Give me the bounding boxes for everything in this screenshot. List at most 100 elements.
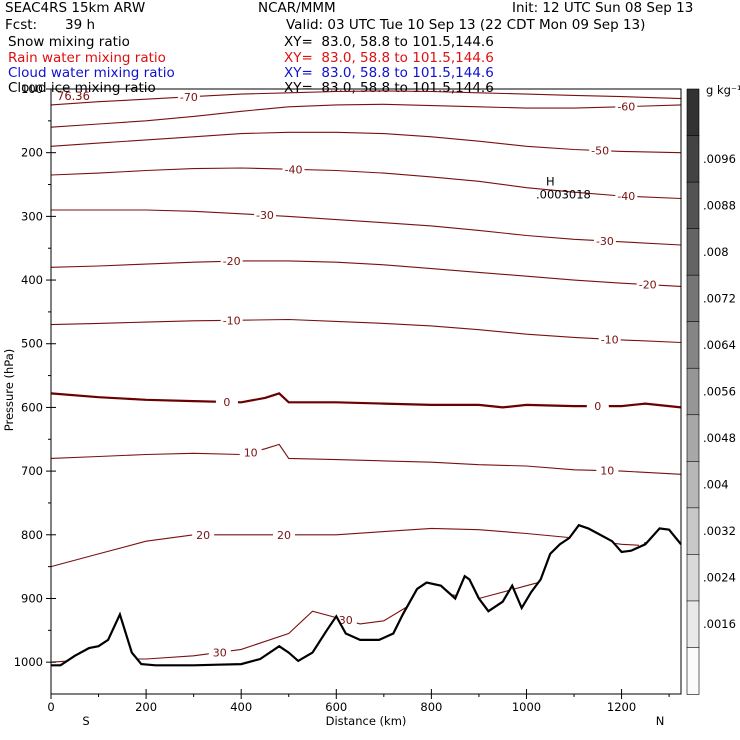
contour-label-bg	[282, 162, 305, 176]
contour-label-bg	[596, 463, 619, 477]
contour-label-bg	[239, 445, 262, 459]
terrain-line	[51, 523, 682, 667]
model-name: SEAC4RS 15km ARW	[5, 0, 146, 16]
x-tick-label: 400	[230, 700, 252, 714]
contour-label: 0	[223, 396, 230, 409]
colorbar-unit: g kg⁻¹	[706, 83, 740, 97]
y-tick-label: 600	[21, 400, 43, 414]
colorbar-tick-label: .008	[703, 245, 729, 259]
colorbar-segment	[686, 181, 700, 230]
y-tick-label: 1000	[14, 655, 43, 669]
contour-label-bg	[220, 313, 243, 327]
y-tick-label: 900	[21, 591, 43, 605]
colorbar-tick-label: .0048	[703, 431, 736, 445]
x-tick-label: 1200	[607, 700, 636, 714]
x-axis-label: Distance (km)	[326, 714, 407, 728]
contour-label: 30	[213, 646, 227, 659]
contour-line-20	[50, 527, 682, 568]
colorbar-segment	[686, 321, 700, 370]
contour-label: -20	[639, 279, 657, 292]
contour-label-bg	[589, 143, 612, 157]
contour-line-m20	[50, 260, 682, 287]
contour-label: -10	[601, 333, 619, 346]
contour-label: -40	[285, 163, 303, 176]
colorbar-segment	[686, 461, 700, 509]
colorbar-tick-label: .0072	[703, 291, 736, 305]
x-tick-label: 200	[135, 700, 157, 714]
y-tick-label: 800	[21, 528, 43, 542]
init-time: Init: 12 UTC Sun 08 Sep 13	[512, 0, 694, 16]
y-tick-label: 700	[21, 464, 43, 478]
plot-frame	[50, 88, 682, 695]
colorbar-tick-label: .0016	[703, 617, 736, 631]
legend-snow: Snow mixing ratio	[8, 34, 130, 50]
legend-rain: Rain water mixing ratio	[8, 50, 166, 66]
contour-label-bg	[615, 99, 638, 113]
contour-line-0	[50, 392, 682, 409]
colorbar-tick-label: .0064	[703, 338, 736, 352]
contour-label: -30	[256, 209, 274, 222]
y-axis-label: Pressure (hPa)	[2, 349, 16, 432]
contour-label: -30	[596, 235, 614, 248]
x-end-label-right: N	[656, 714, 665, 728]
center-name: NCAR/MMM	[258, 0, 336, 16]
contour-label-bg	[615, 189, 638, 203]
legend-cloud-ice: Cloud ice mixing ratio	[8, 80, 156, 96]
contour-line-m70	[50, 90, 682, 106]
contour-label: -70	[180, 91, 198, 104]
contour-label: 10	[600, 465, 614, 478]
corner-value: 76.36	[57, 89, 90, 103]
legend-rain-xy: XY= 83.0, 58.8 to 101.5,144.6	[284, 50, 494, 66]
terrain-profile	[51, 523, 682, 694]
contour-label-bg	[215, 394, 238, 408]
colorbar-tick-label: .0032	[703, 524, 736, 538]
y-tick-label: 300	[21, 209, 43, 223]
contour-label: -20	[223, 255, 241, 268]
colorbar: .0096 .0088 .008 .0072 .0064 .0056 .0048 .004 .0…	[686, 88, 736, 695]
y-axis: 100 200 300 400 500 600 700 800 900 1000	[14, 82, 56, 669]
contour-label: -60	[617, 101, 635, 114]
contour-label-bg	[593, 233, 616, 247]
contour-line-m30	[51, 209, 682, 246]
contour-label: 0	[594, 400, 601, 413]
temperature-contours: -70 -60 -50 -40 -40 -30 -30 -20 -20 -10 -10 0 0 10 10 2…	[50, 89, 682, 663]
y-tick-label: 100	[21, 82, 43, 96]
max-marker-symbol: H	[546, 175, 555, 189]
contour-line-m10	[50, 318, 682, 344]
contour-label-bg	[177, 89, 200, 103]
contour-line-m50	[50, 131, 682, 154]
contour-label-bg	[598, 332, 621, 346]
legend-cloud-water-xy: XY= 83.0, 58.8 to 101.5,144.6	[284, 65, 494, 81]
contour-label-bg	[636, 277, 659, 291]
y-tick-label: 500	[21, 337, 43, 351]
contour-label: 20	[277, 529, 291, 542]
contour-label-bg	[192, 527, 215, 541]
fcst-value: 39 h	[65, 17, 96, 33]
colorbar-tick-label: .0096	[703, 152, 736, 166]
y-tick-label: 400	[21, 273, 43, 287]
x-tick-label: 800	[420, 700, 442, 714]
contour-line-10	[50, 443, 682, 475]
contour-label: -40	[617, 190, 635, 203]
contour-label-bg	[586, 399, 609, 413]
colorbar-segment	[686, 88, 700, 137]
x-axis: 0 200 400 600 800 1000 1200	[47, 689, 670, 714]
colorbar-segment	[686, 600, 700, 649]
contour-label: 20	[196, 529, 210, 542]
contour-label: 10	[244, 446, 258, 459]
colorbar-segment	[686, 367, 700, 416]
terrain-fill	[51, 525, 681, 694]
contour-label-bg	[208, 645, 231, 659]
x-end-label-left: S	[82, 714, 89, 728]
fcst-label: Fcst:	[5, 17, 38, 33]
contour-label: -50	[591, 145, 609, 158]
valid-time: Valid: 03 UTC Tue 10 Sep 13 (22 CDT Mon …	[286, 17, 646, 33]
colorbar-tick-label: .0024	[703, 571, 736, 585]
colorbar-segment	[686, 228, 700, 276]
x-tick-label: 1000	[512, 700, 541, 714]
x-tick-label: 0	[47, 700, 54, 714]
legend-snow-xy: XY= 83.0, 58.8 to 101.5,144.6	[284, 34, 494, 50]
x-tick-label: 600	[325, 700, 347, 714]
colorbar-segment	[686, 274, 700, 323]
